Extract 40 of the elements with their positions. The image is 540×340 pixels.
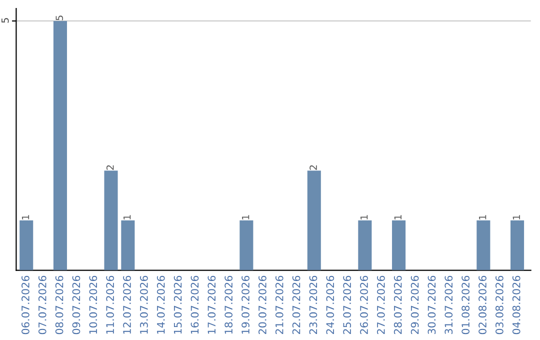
x-tick-label: 17.07.2026 bbox=[208, 276, 216, 334]
x-tick-label: 25.07.2026 bbox=[343, 276, 352, 334]
x-tick-label: 10.07.2026 bbox=[89, 276, 98, 334]
x-tick-label: 11.07.2026 bbox=[106, 276, 114, 334]
x-tick-label: 27.07.2026 bbox=[376, 276, 385, 334]
x-tick-label: 24.07.2026 bbox=[326, 276, 334, 334]
data-label: 1 bbox=[242, 215, 250, 220]
x-tick-label: 02.08.2026 bbox=[478, 276, 486, 334]
x-tick-label: 14.07.2026 bbox=[156, 276, 165, 334]
x-tick-label: 06.07.2026 bbox=[22, 276, 30, 334]
data-label: 1 bbox=[124, 215, 131, 220]
data-label: 2 bbox=[106, 165, 114, 170]
x-tick-label: 07.07.2026 bbox=[38, 276, 46, 334]
x-tick-label: 16.07.2026 bbox=[190, 276, 199, 334]
data-label: 1 bbox=[394, 215, 402, 220]
x-tick-label: 19.07.2026 bbox=[242, 276, 250, 334]
x-tick-label: 04.08.2026 bbox=[512, 276, 520, 334]
x-tick-label: 15.07.2026 bbox=[174, 276, 182, 334]
x-tick-label: 30.07.2026 bbox=[428, 276, 436, 334]
data-label: 1 bbox=[22, 215, 30, 220]
data-label: 2 bbox=[310, 165, 317, 170]
x-tick-label: 31.07.2026 bbox=[444, 276, 453, 334]
x-tick-label: 18.07.2026 bbox=[224, 276, 233, 334]
x-tick-label: 20.07.2026 bbox=[258, 276, 266, 334]
x-tick-label: 01.08.2026 bbox=[462, 276, 470, 334]
x-tick-label: 03.08.2026 bbox=[495, 276, 504, 334]
x-tick-label: 12.07.2026 bbox=[123, 276, 131, 334]
x-tick-label: 29.07.2026 bbox=[410, 276, 419, 334]
data-label: 5 bbox=[56, 16, 64, 20]
data-label: 1 bbox=[512, 215, 520, 220]
x-tick-label: 22.07.2026 bbox=[292, 276, 300, 334]
x-tick-label: 13.07.2026 bbox=[140, 276, 148, 334]
x-tick-label: 26.07.2026 bbox=[360, 276, 368, 334]
x-tick-label: 21.07.2026 bbox=[275, 276, 284, 334]
data-label: 1 bbox=[360, 215, 368, 220]
x-tick-label: 09.07.2026 bbox=[72, 276, 80, 334]
x-tick-label: 23.07.2026 bbox=[309, 276, 318, 334]
x-tick-label: 08.07.2026 bbox=[55, 276, 64, 334]
data-label: 1 bbox=[479, 215, 486, 220]
x-tick-label: 28.07.2026 bbox=[394, 276, 402, 334]
